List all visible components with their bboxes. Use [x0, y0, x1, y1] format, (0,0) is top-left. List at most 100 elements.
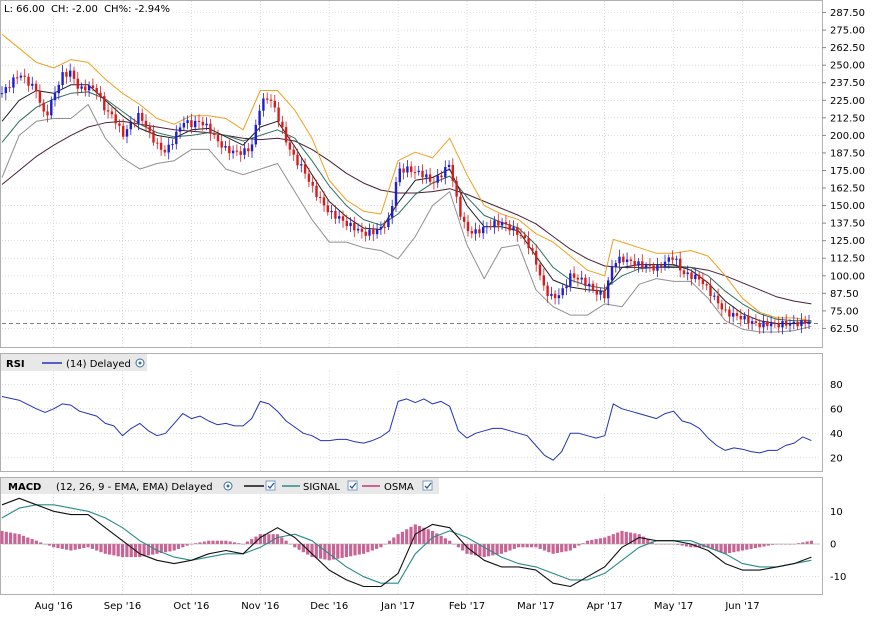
osma-bar [555, 544, 559, 553]
macd-line-checkbox[interactable] [265, 480, 276, 491]
candle-body [428, 174, 432, 182]
osma-bar [629, 532, 633, 544]
candle-body [493, 220, 496, 228]
candle-body [281, 121, 284, 128]
osma-bar [4, 531, 8, 545]
osma-bar [517, 544, 521, 548]
candle-body [182, 123, 186, 128]
osma-bar [715, 544, 719, 551]
osma-bar [443, 538, 447, 544]
candle-body [167, 144, 170, 153]
price-y-tick-label: 187.50 [830, 148, 865, 159]
macd-settings-icon[interactable] [223, 481, 233, 491]
candle-body [610, 266, 614, 281]
osma-bar [207, 540, 211, 544]
candle-body [421, 170, 424, 178]
candle-body [690, 272, 693, 280]
osma-bar [594, 539, 598, 544]
candle-body [679, 258, 682, 271]
osma-bar [766, 544, 770, 546]
osma-bar [275, 534, 280, 544]
osma-bar [568, 544, 572, 551]
candle-body [788, 323, 792, 326]
candle-body [773, 323, 777, 325]
candle-body [618, 256, 621, 264]
candle-body [686, 272, 689, 275]
osma-bar [52, 544, 56, 548]
osma-bar [168, 544, 172, 552]
candle-body [622, 256, 625, 263]
candle-body [247, 148, 250, 152]
candle-body [732, 313, 735, 317]
signal-checkbox[interactable] [347, 480, 358, 491]
candle-body [508, 224, 511, 231]
osma-checkbox[interactable] [422, 480, 433, 491]
osma-bar [469, 544, 473, 555]
price-y-tick-label: 137.50 [830, 219, 865, 230]
osma-bar [224, 540, 228, 544]
candle-body [273, 100, 276, 108]
candle-body [527, 238, 530, 249]
candle-body [709, 285, 712, 296]
osma-bar [474, 544, 478, 556]
price-y-tick-label: 287.50 [830, 8, 865, 19]
osma-bar [90, 544, 94, 549]
osma-bar [461, 544, 465, 551]
candle-body [258, 110, 261, 125]
candle-body [375, 229, 379, 235]
candle-body [205, 123, 208, 126]
price-y-tick-label: 237.50 [830, 78, 865, 89]
candle-body [625, 259, 629, 262]
candle-body [338, 216, 341, 219]
osma-bar [194, 543, 198, 544]
osma-bar [723, 544, 727, 554]
candle-body [129, 123, 132, 130]
candle-body [470, 231, 473, 234]
osma-bar [521, 544, 525, 548]
osma-bar [155, 544, 159, 554]
osma-bar [280, 537, 284, 544]
osma-bar [409, 526, 413, 544]
candle-body [550, 293, 553, 296]
candle-body [682, 270, 686, 275]
osma-bar [491, 544, 495, 556]
osma-bar [284, 540, 288, 544]
rsi-settings-icon[interactable] [135, 358, 145, 368]
osma-bar [547, 544, 551, 553]
osma-bar [534, 544, 538, 548]
candle-body [762, 321, 765, 328]
candle-body [84, 86, 87, 91]
candle-body [482, 227, 485, 234]
bollinger-lower-line [1, 104, 812, 333]
x-tick-label: Feb '17 [449, 601, 485, 612]
candle-body [569, 273, 572, 287]
candle-body [792, 321, 795, 324]
x-tick-label: Oct '16 [173, 601, 209, 612]
osma-bar [728, 544, 732, 553]
osma-bar [581, 543, 585, 544]
osma-bar [327, 544, 331, 561]
candle-body [231, 150, 235, 154]
price-y-tick-label: 125.00 [830, 236, 865, 247]
osma-bar [151, 544, 155, 555]
osma-bar [771, 544, 775, 545]
price-y-tick-label: 275.00 [830, 26, 865, 37]
osma-bar [719, 544, 723, 553]
candle-body [383, 226, 386, 228]
price-y-tick-label: 250.00 [830, 61, 865, 72]
rsi-title: RSI [6, 359, 25, 370]
osma-bar [529, 544, 534, 548]
candle-body [516, 227, 519, 235]
osma-bar [512, 544, 516, 549]
candle-body [531, 248, 534, 251]
candle-body [694, 274, 697, 280]
candle-body [315, 185, 318, 197]
candle-body [72, 70, 76, 79]
osma-bar [344, 544, 348, 558]
candle-body [800, 320, 803, 327]
candle-body [106, 110, 110, 112]
osma-bar [250, 539, 254, 544]
candle-body [80, 86, 83, 89]
x-tick-label: Sep '16 [104, 601, 142, 612]
x-tick-label: Nov '16 [241, 601, 279, 612]
